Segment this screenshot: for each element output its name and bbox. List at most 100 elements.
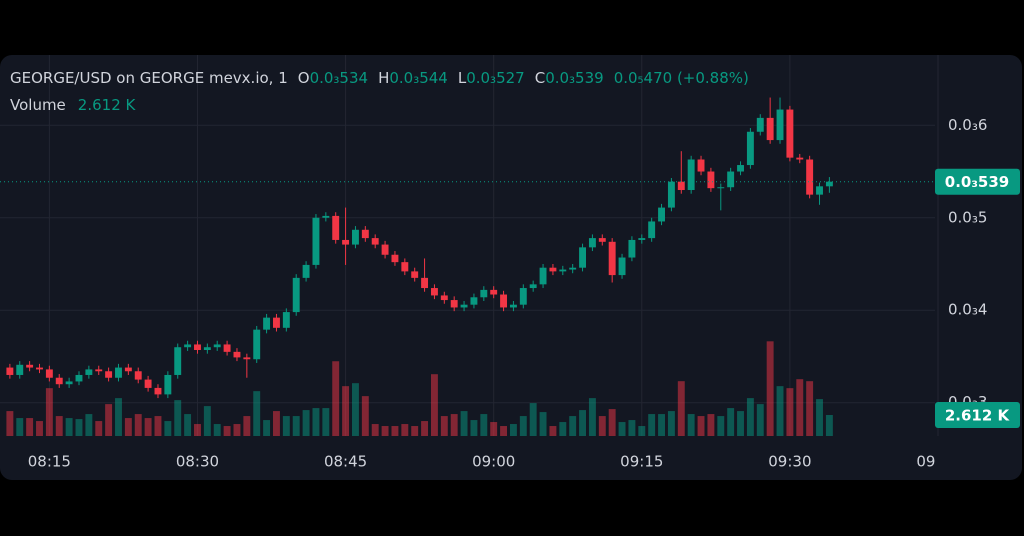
volume-bar [737, 411, 744, 436]
volume-bar [559, 422, 567, 436]
candle-body [184, 344, 192, 348]
volume-bar [707, 414, 715, 436]
candle-body [203, 347, 211, 350]
volume-bar [6, 411, 14, 436]
candle-body [263, 317, 271, 330]
volume-bar [480, 414, 488, 436]
x-tick-label: 08:30 [176, 453, 219, 471]
candle-body [756, 117, 764, 132]
candle-body [677, 181, 685, 191]
volume-bar [282, 416, 290, 436]
volume-bar [36, 421, 43, 436]
candle-body [569, 267, 577, 270]
volume-bar [697, 416, 705, 436]
y-tick-label: 0.0₃5 [948, 208, 987, 226]
candle-body [401, 262, 409, 272]
candle-body [746, 131, 754, 166]
candle-body [450, 300, 458, 308]
volume-bar [421, 421, 429, 436]
candle-body [421, 277, 429, 289]
volume-bar [312, 408, 320, 436]
candle-body [26, 364, 34, 368]
candle-body [36, 367, 43, 370]
volume-bar [213, 424, 221, 436]
candle-body [786, 109, 794, 158]
candle-body [144, 379, 152, 388]
volume-bar [618, 422, 626, 436]
volume-bar [638, 426, 646, 436]
high-key: H [378, 69, 389, 87]
volume-bar [115, 398, 122, 436]
candle-body [816, 186, 823, 195]
candle-body [65, 381, 73, 385]
candle-body [796, 157, 804, 160]
volume-bar [746, 398, 754, 436]
low-value: 0.0₃527 [466, 69, 525, 87]
candle-body [776, 109, 784, 141]
open-key: O [298, 69, 310, 87]
candle-body [697, 159, 705, 172]
candle-body [85, 369, 93, 375]
candle-body [588, 238, 596, 248]
volume-bar [26, 418, 34, 436]
candle-body [549, 267, 557, 272]
chart-card [0, 55, 1022, 480]
change: 0.0₅470 (+0.88%) [614, 69, 749, 87]
volume-bar [233, 424, 241, 436]
volume-bar [134, 414, 142, 436]
candle-body [174, 347, 182, 375]
volume-bar [717, 416, 725, 436]
volume-bar [608, 409, 616, 436]
volume-bar [825, 415, 833, 436]
volume-bar [342, 386, 350, 436]
candle-body [273, 317, 280, 328]
candle-body [539, 267, 547, 285]
volume-bar [144, 418, 152, 436]
candle-body [243, 357, 251, 360]
close-key: C [535, 69, 545, 87]
volume-bar [816, 399, 823, 436]
candle-body [638, 238, 646, 240]
volume-bar [322, 408, 330, 436]
x-tick-label: 09:30 [768, 453, 811, 471]
grid [0, 55, 939, 436]
volume-bar [302, 410, 310, 436]
volume-bar [509, 424, 517, 436]
candle-body [115, 367, 122, 378]
volume-bar [549, 426, 557, 436]
candle-body [519, 288, 527, 305]
volume-bar [253, 391, 261, 436]
volume-bar [519, 416, 527, 436]
volume-bar [628, 420, 636, 436]
candle-body [579, 247, 587, 268]
y-tick-label: 0.0₃6 [948, 116, 987, 134]
last-price-label: 0.0₃539 [945, 173, 1009, 191]
candle-body [440, 295, 448, 301]
x-tick-label: 08:15 [28, 453, 71, 471]
candle-body [361, 229, 369, 239]
close-value: 0.0₃539 [545, 69, 604, 87]
volume-bar [667, 411, 675, 436]
volume-bar [470, 420, 478, 436]
candle-body [292, 277, 300, 313]
volume-bar [55, 416, 63, 436]
last-price-box [935, 168, 1020, 195]
candle-body [598, 238, 606, 242]
last-volume-label: 2.612 K [945, 407, 1011, 425]
volume-bar [648, 414, 656, 436]
candle-body [154, 387, 162, 395]
volume-bar [776, 386, 784, 436]
candle-body [223, 344, 231, 352]
legend-line: GEORGE/USD on GEORGE mevx.io, 1 O0.0₃534 H… [10, 69, 749, 87]
candle-body [124, 367, 132, 372]
candle-body [806, 159, 814, 195]
candle-body [194, 344, 201, 350]
candle-body [302, 264, 310, 278]
candle-body [16, 364, 24, 375]
volume-bar [105, 404, 113, 436]
volume-bar [687, 414, 695, 436]
candle-body [707, 171, 715, 189]
volume-value: 2.612 K [78, 96, 137, 114]
volume-bar [361, 396, 369, 436]
candle-body [6, 367, 14, 375]
